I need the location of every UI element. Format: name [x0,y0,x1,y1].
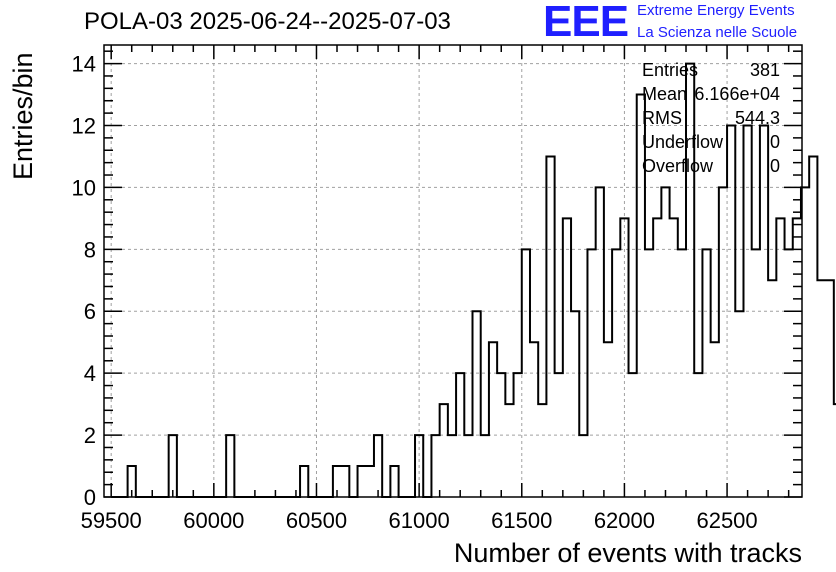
plot-frame [103,44,803,498]
y-tick-label: 0 [84,485,96,510]
x-tick-label: 62500 [696,508,757,533]
logo-line-1: Extreme Energy Events [637,2,795,19]
y-tick-label: 4 [84,361,96,386]
stats-overflow-value: 0 [769,156,780,176]
stats-mean-value: 6.166e+04 [694,84,780,104]
stats-overflow-row: Overflow 0 [642,156,780,180]
stats-mean-row: Mean 6.166e+04 [642,84,780,108]
y-tick-label: 14 [72,52,96,77]
logo-line-2: La Scienza nelle Scuole [637,24,798,41]
y-tick-label: 10 [72,175,96,200]
stats-rms-row: RMS 544.3 [642,108,780,132]
y-tick-label: 8 [84,237,96,262]
stats-box: Entries 381 Mean 6.166e+04 RMS 544.3 Und… [642,60,780,180]
y-tick-label: 2 [84,423,96,448]
x-tick-label: 61000 [389,508,450,533]
stats-rms-label: RMS [642,108,682,128]
y-tick-label: 6 [84,299,96,324]
stats-underflow-label: Underflow [642,132,724,152]
eee-logo-text: EEE [543,0,629,46]
x-tick-label: 60500 [286,508,347,533]
axis-ticks: 59500 60000 60500 61000 61500 62000 62500 0 2 4 6 8… [72,45,802,533]
x-tick-label: 59500 [81,508,142,533]
stats-entries-label: Entries [642,60,699,80]
stats-overflow-label: Overflow [642,156,714,176]
chart-title: POLA-03 2025-06-24--2025-07-03 [84,8,451,35]
x-tick-label: 60000 [183,508,244,533]
stats-underflow-value: 0 [769,132,780,152]
stats-entries-value: 381 [749,60,780,80]
x-tick-label: 61500 [491,508,552,533]
stats-mean-label: Mean [642,84,688,104]
stats-entries-row: Entries 381 [642,60,780,84]
y-tick-label: 12 [72,113,96,138]
y-axis-label: Entries/bin [8,52,38,180]
stats-underflow-row: Underflow 0 [642,132,780,156]
x-axis-label: Number of events with tracks [453,538,802,568]
stats-rms-value: 544.3 [734,108,780,128]
x-tick-label: 62000 [594,508,655,533]
